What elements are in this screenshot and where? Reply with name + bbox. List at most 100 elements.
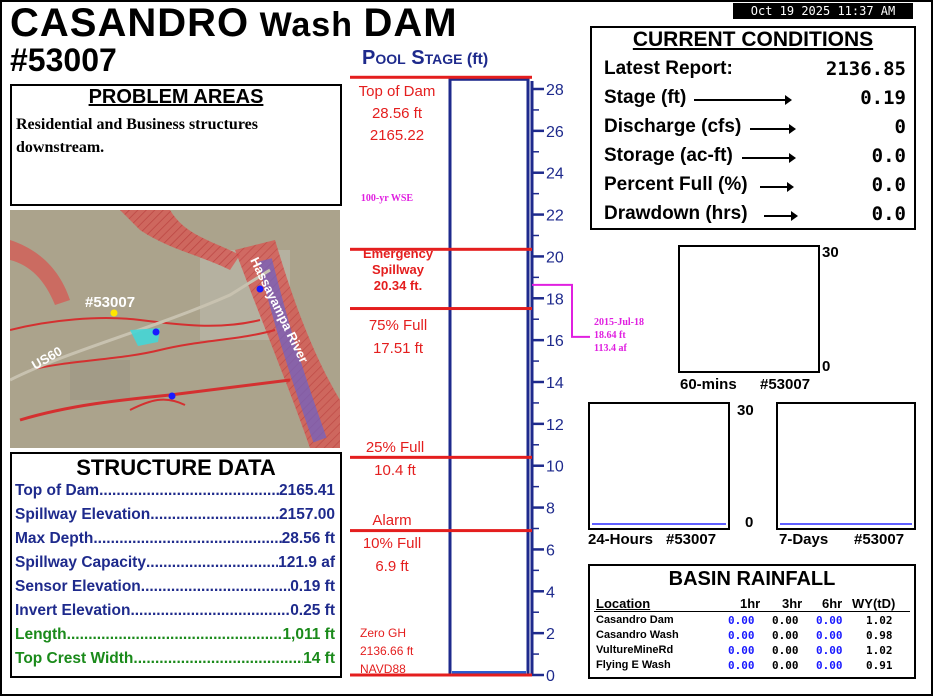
gauge-tick-label: 26 [546, 124, 564, 141]
condition-value: 2136.85 [825, 58, 906, 80]
arrow-head-icon [789, 153, 796, 163]
arrow-head-icon [785, 95, 792, 105]
gauge-marker[interactable] [168, 392, 176, 400]
gauge-tick-label: 28 [546, 82, 564, 99]
condition-value: 0.0 [871, 174, 906, 196]
sparkline-7-days[interactable] [776, 402, 916, 530]
sparkline-60-min: 0 [822, 358, 831, 375]
current-conditions-heading: CURRENT CONDITIONS [632, 28, 874, 51]
rainfall-column-header: Location [596, 596, 651, 611]
rainfall-column-header: 6hr [822, 596, 843, 611]
leader-dots: ........................................… [130, 602, 291, 619]
leader-dots: ........................................… [150, 506, 279, 523]
rainfall-value: 0.00 [816, 614, 843, 627]
sparkline-60-mins[interactable] [678, 245, 820, 373]
structure-value: 2165.41 [278, 482, 335, 499]
current-conditions-panel: CURRENT CONDITIONS Latest Report: 2136.85… [590, 26, 916, 230]
gauge-tick-label: 24 [546, 166, 564, 183]
alarm-depth: 6.9 ft [375, 558, 409, 575]
structure-label: Length [15, 626, 67, 643]
structure-data-panel: STRUCTURE DATA Top of Dam...............… [10, 452, 342, 678]
structure-value: 121.9 af [278, 554, 335, 571]
emergency-depth: 20.34 ft. [373, 278, 423, 293]
site-map[interactable]: #53007 Hassayampa River US60 [10, 210, 340, 448]
condition-value: 0.0 [871, 203, 906, 225]
historic-peak-label: 2015-Jul-18 18.64 ft 113.4 af [594, 316, 644, 355]
rainfall-location: Casandro Wash [596, 629, 679, 641]
dam-id: #53007 [10, 42, 117, 78]
historic-date: 2015-Jul-18 [594, 317, 644, 328]
gauge-tick-label: 18 [546, 291, 564, 308]
gauge-marker[interactable] [152, 328, 160, 336]
top-of-dam-elevation: 2165.22 [369, 127, 425, 144]
condition-label: Storage (ac-ft) [604, 145, 733, 166]
rainfall-value: 0.00 [728, 614, 755, 627]
pool-stage-title-main: Pool Stage [362, 47, 463, 69]
basin-rainfall-panel: BASIN RAINFALL Location 1hr 3hr 6hr WY(tD) Ca… [588, 564, 916, 679]
condition-label: Percent Full (%) [604, 174, 748, 195]
gauge-tick-label: 0 [546, 668, 555, 685]
arrow-icon [694, 95, 792, 105]
gauge-tick-label: 22 [546, 208, 564, 225]
condition-label: Discharge (cfs) [604, 116, 742, 137]
timestamp: Oct 19 2025 11:37 AM [733, 3, 913, 19]
station-marker[interactable] [110, 309, 118, 317]
map-station-label: #53007 [85, 294, 135, 311]
gauge-tick-label: 16 [546, 333, 564, 350]
gauge-marker[interactable] [256, 285, 264, 293]
alarm-title: Alarm [372, 512, 412, 529]
problem-areas-heading: PROBLEM AREAS [88, 86, 264, 108]
rainfall-value: 0.91 [866, 659, 893, 672]
gauge-tick-label: 10 [546, 459, 564, 476]
rainfall-value: 0.00 [816, 644, 843, 657]
structure-data-heading: STRUCTURE DATA [76, 455, 276, 480]
condition-label: Latest Report: [604, 58, 733, 79]
structure-row: Spillway Elevation......................… [15, 506, 335, 524]
arrow-icon [742, 153, 796, 163]
gauge-tick-label: 8 [546, 501, 555, 518]
alarm-line [350, 529, 532, 533]
leader-dots: ........................................… [66, 626, 283, 643]
condition-value: 0.0 [871, 145, 906, 167]
rainfall-value: 0.00 [728, 659, 755, 672]
structure-label: Invert Elevation [15, 602, 131, 619]
sparkline-24-hours[interactable] [588, 402, 730, 530]
rainfall-value: 1.02 [866, 614, 893, 627]
arrow-icon [764, 211, 798, 221]
structure-row: Top of Dam..............................… [15, 482, 335, 500]
full25-line [350, 455, 532, 459]
rainfall-value: 0.00 [772, 644, 799, 657]
full25-title: 25% Full [365, 439, 425, 456]
structure-label: Top Crest Width [15, 650, 134, 667]
gauge-tick-label: 12 [546, 417, 564, 434]
rainfall-value: 0.00 [772, 659, 799, 672]
sparkline-7d-label: 7-Days [779, 531, 829, 548]
rainfall-column-header: 3hr [782, 596, 803, 611]
map-graphic: #53007 Hassayampa River US60 [10, 210, 340, 448]
sparkline-60-label: 60-mins [680, 376, 737, 393]
leader-dots: ........................................… [145, 554, 278, 571]
structure-label: Max Depth [15, 530, 94, 547]
alarm-subtitle: 10% Full [362, 535, 422, 552]
full25-label: 25% Full 10.4 ft [352, 436, 438, 482]
sparkline-24-station: #53007 [666, 531, 717, 548]
structure-label: Spillway Capacity [15, 554, 146, 571]
condition-label: Drawdown (hrs) [604, 203, 748, 224]
full25-depth: 10.4 ft [374, 462, 416, 479]
structure-value: 0.25 ft [290, 602, 335, 619]
condition-value: 0 [894, 116, 906, 138]
zero-gh-label: Zero GH 2136.66 ft NAVD88 [352, 624, 432, 678]
rainfall-column-header: 1hr [740, 596, 761, 611]
full75-line [350, 307, 532, 311]
structure-value: 0.19 ft [290, 578, 335, 595]
dam-title-suffix: DAM [363, 1, 458, 45]
structure-value: 28.56 ft [281, 530, 335, 547]
arrow-head-icon [787, 182, 794, 192]
arrow-icon [750, 124, 796, 134]
structure-label: Sensor Elevation [15, 578, 141, 595]
problem-areas-panel: PROBLEM AREAS Residential and Business s… [10, 84, 342, 206]
dam-title: CASANDRO Wash DAM [10, 1, 458, 47]
sparkline-7d-station: #53007 [854, 531, 905, 548]
